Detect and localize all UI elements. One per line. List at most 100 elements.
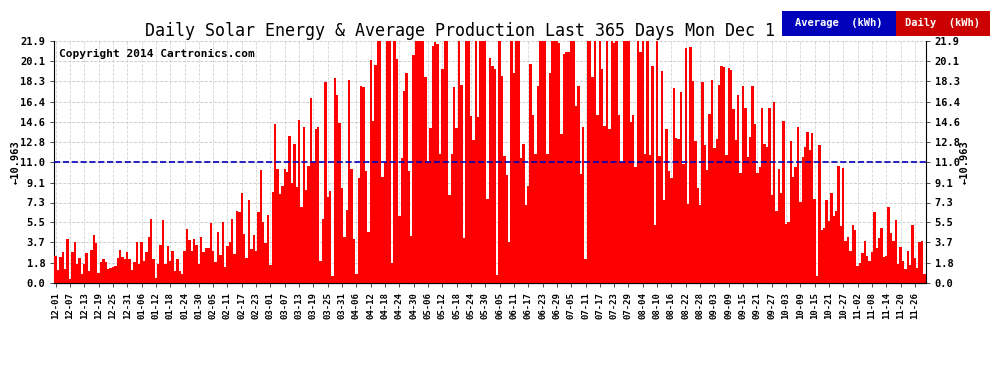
Bar — [518, 41, 520, 283]
Bar — [584, 259, 587, 283]
Bar — [357, 178, 360, 283]
Bar — [193, 239, 195, 283]
Bar — [102, 259, 105, 283]
Bar — [523, 144, 525, 283]
Bar — [890, 234, 892, 283]
Bar — [386, 41, 389, 283]
Bar — [778, 169, 780, 283]
Bar — [252, 235, 255, 283]
Bar — [126, 252, 129, 283]
Bar — [858, 263, 861, 283]
Bar — [851, 225, 854, 283]
Bar — [620, 162, 623, 283]
Bar — [262, 222, 264, 283]
Bar — [90, 250, 93, 283]
Bar — [861, 252, 863, 283]
Bar — [178, 272, 181, 283]
Bar — [520, 158, 523, 283]
Bar — [344, 237, 346, 283]
Bar — [844, 241, 846, 283]
Bar — [680, 92, 682, 283]
Bar — [425, 77, 427, 283]
Bar — [190, 252, 193, 283]
Bar — [119, 251, 122, 283]
Bar — [506, 175, 508, 283]
Bar — [346, 210, 348, 283]
Bar — [537, 86, 539, 283]
Bar — [604, 126, 606, 283]
Bar — [372, 121, 374, 283]
Bar — [239, 211, 241, 283]
Bar — [535, 154, 537, 283]
Bar — [546, 154, 548, 283]
Bar — [107, 268, 109, 283]
Bar — [553, 41, 555, 283]
Bar — [826, 200, 828, 283]
Bar — [761, 108, 763, 283]
Bar — [257, 212, 259, 283]
Bar — [136, 242, 138, 283]
Bar — [224, 267, 227, 283]
Bar — [765, 147, 768, 283]
Bar — [768, 108, 770, 283]
Bar — [212, 251, 215, 283]
Bar — [105, 262, 107, 283]
Bar — [360, 86, 362, 283]
Bar — [437, 44, 439, 283]
Title: Daily Solar Energy & Average Production Last 365 Days Mon Dec 1 07:20: Daily Solar Energy & Average Production … — [146, 22, 835, 40]
Bar — [709, 114, 711, 283]
Bar — [364, 171, 367, 283]
Bar — [907, 251, 909, 283]
Bar — [166, 246, 169, 283]
Bar — [467, 41, 470, 283]
Bar — [892, 241, 895, 283]
Bar — [188, 240, 190, 283]
Bar — [336, 95, 339, 283]
Bar — [320, 261, 322, 283]
Bar — [501, 76, 503, 283]
Bar — [527, 186, 530, 283]
Bar — [856, 266, 858, 283]
Bar — [95, 243, 97, 283]
Bar — [560, 134, 563, 283]
Bar — [355, 274, 357, 283]
Bar — [408, 171, 410, 283]
Bar — [207, 248, 210, 283]
Bar — [730, 70, 733, 283]
Bar — [401, 158, 403, 283]
Bar — [785, 224, 787, 283]
Bar — [403, 92, 405, 283]
Bar — [434, 42, 437, 283]
Bar — [484, 41, 486, 283]
Bar — [628, 41, 630, 283]
Bar — [525, 205, 527, 283]
Bar — [704, 144, 706, 283]
Bar — [744, 108, 746, 283]
Bar — [68, 279, 71, 283]
Bar — [100, 262, 102, 283]
Bar — [799, 202, 802, 283]
Bar — [819, 145, 821, 283]
Bar — [897, 264, 899, 283]
Bar — [210, 223, 212, 283]
Bar — [677, 139, 680, 283]
Bar — [787, 222, 790, 283]
Bar — [794, 166, 797, 283]
Bar — [422, 41, 425, 283]
Bar — [195, 245, 198, 283]
Bar — [229, 242, 231, 283]
Bar — [880, 228, 883, 283]
Bar — [234, 254, 236, 283]
Bar — [246, 258, 248, 283]
Bar — [883, 256, 885, 283]
Bar — [122, 257, 124, 283]
Bar — [54, 256, 56, 283]
Bar — [868, 261, 871, 283]
Bar — [823, 228, 826, 283]
Bar — [332, 276, 334, 283]
Bar — [582, 127, 584, 283]
Bar — [264, 243, 267, 283]
Bar — [833, 216, 835, 283]
Bar — [369, 60, 372, 283]
Bar — [410, 236, 413, 283]
